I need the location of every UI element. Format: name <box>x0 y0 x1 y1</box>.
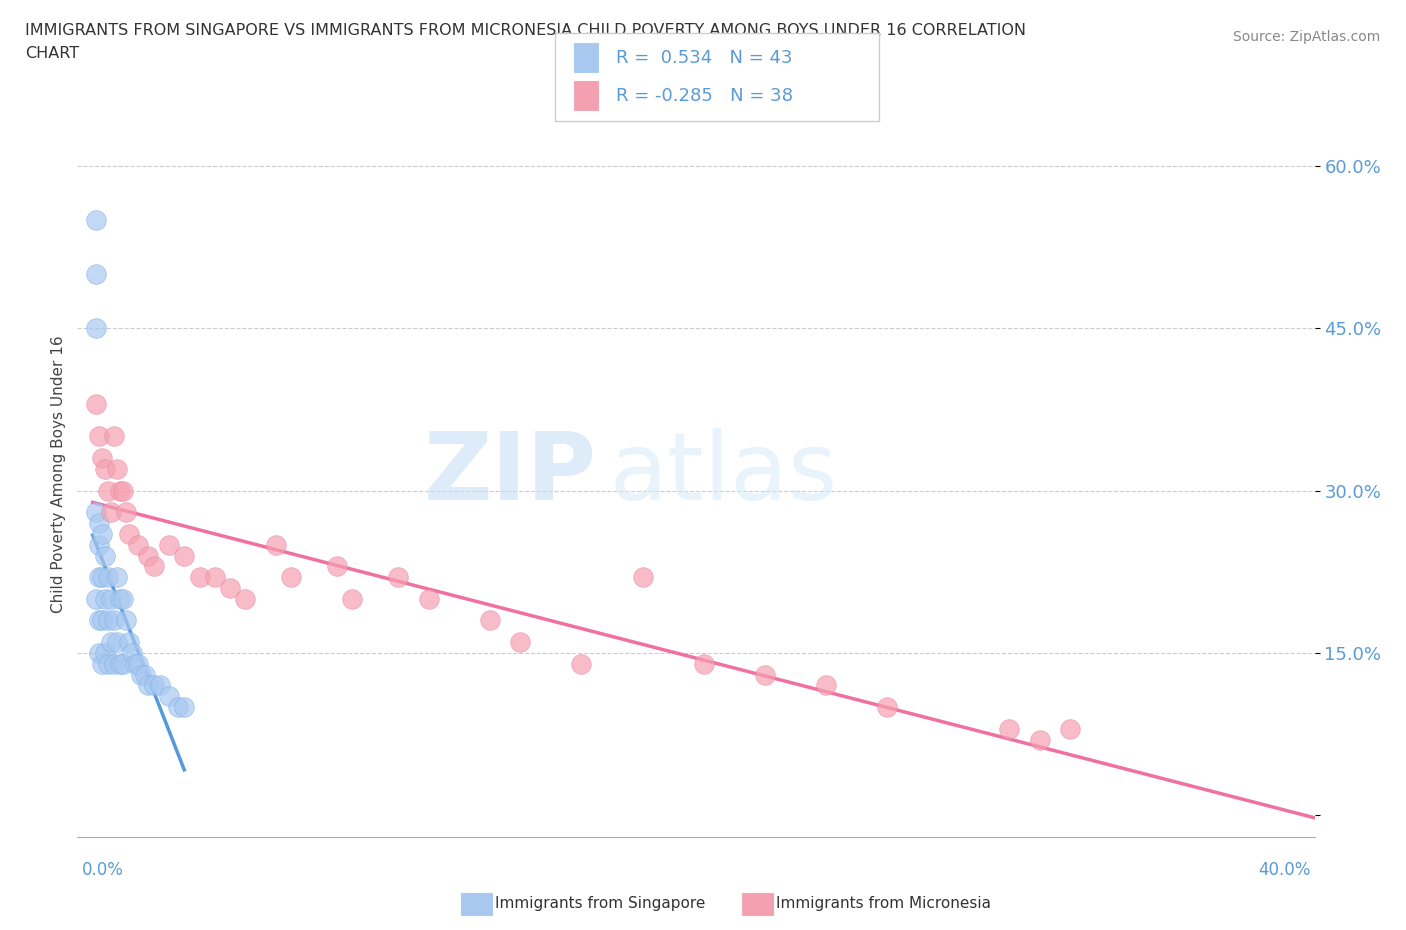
Point <box>1028 732 1050 747</box>
Point <box>100 591 122 606</box>
Point <box>90 657 112 671</box>
Point <box>136 548 159 563</box>
Point <box>103 429 125 444</box>
Point <box>342 591 364 606</box>
Point <box>571 657 593 671</box>
Point <box>418 591 440 606</box>
Point <box>94 548 117 563</box>
Y-axis label: Child Poverty Among Boys Under 16: Child Poverty Among Boys Under 16 <box>51 336 66 613</box>
Point <box>142 678 165 693</box>
Point <box>103 613 125 628</box>
Point <box>131 667 153 682</box>
Point <box>108 483 131 498</box>
Point <box>149 678 172 693</box>
Point <box>97 657 120 671</box>
Point <box>157 689 180 704</box>
Point <box>204 570 226 585</box>
Point <box>108 591 131 606</box>
Point <box>87 613 110 628</box>
Point <box>167 699 190 714</box>
Point <box>84 591 107 606</box>
Point <box>97 570 120 585</box>
Point <box>112 483 135 498</box>
Text: 40.0%: 40.0% <box>1258 860 1310 879</box>
Point <box>127 657 149 671</box>
Point <box>235 591 257 606</box>
Point <box>90 451 112 466</box>
Point <box>100 505 122 520</box>
Text: R =  0.534   N = 43: R = 0.534 N = 43 <box>616 48 793 67</box>
Point <box>478 613 501 628</box>
Point <box>115 613 138 628</box>
Point <box>136 678 159 693</box>
Point <box>814 678 837 693</box>
Point <box>112 657 135 671</box>
Point <box>142 559 165 574</box>
Text: 0.0%: 0.0% <box>82 860 124 879</box>
Point <box>157 538 180 552</box>
Point <box>219 580 242 595</box>
Point <box>115 505 138 520</box>
Point <box>509 634 531 649</box>
Point <box>84 267 107 282</box>
Text: ZIP: ZIP <box>425 429 598 520</box>
Point <box>387 570 409 585</box>
Point <box>124 657 146 671</box>
Point <box>692 657 714 671</box>
Point <box>754 667 776 682</box>
Point <box>87 645 110 660</box>
Point <box>105 570 128 585</box>
Point <box>84 396 107 411</box>
Text: atlas: atlas <box>609 429 838 520</box>
Point <box>84 505 107 520</box>
Point <box>1059 722 1081 737</box>
Point <box>876 699 898 714</box>
Point <box>118 634 141 649</box>
Point <box>97 613 120 628</box>
Point <box>87 515 110 530</box>
Point <box>90 613 112 628</box>
Text: CHART: CHART <box>25 46 79 61</box>
Point <box>134 667 156 682</box>
Point <box>103 657 125 671</box>
Text: Immigrants from Micronesia: Immigrants from Micronesia <box>776 897 991 911</box>
Text: Source: ZipAtlas.com: Source: ZipAtlas.com <box>1233 30 1381 44</box>
Point <box>94 461 117 476</box>
Point <box>84 321 107 336</box>
Point <box>326 559 349 574</box>
Point <box>188 570 211 585</box>
Point <box>121 645 143 660</box>
Point <box>280 570 302 585</box>
Point <box>108 657 131 671</box>
Point <box>87 538 110 552</box>
Text: Immigrants from Singapore: Immigrants from Singapore <box>495 897 706 911</box>
Point <box>173 548 195 563</box>
Point <box>94 645 117 660</box>
Text: IMMIGRANTS FROM SINGAPORE VS IMMIGRANTS FROM MICRONESIA CHILD POVERTY AMONG BOYS: IMMIGRANTS FROM SINGAPORE VS IMMIGRANTS … <box>25 23 1026 38</box>
Text: R = -0.285   N = 38: R = -0.285 N = 38 <box>616 86 793 105</box>
Point <box>87 429 110 444</box>
Point <box>264 538 287 552</box>
Point <box>127 538 149 552</box>
Point <box>631 570 654 585</box>
Point <box>118 526 141 541</box>
Point <box>105 461 128 476</box>
Point <box>112 591 135 606</box>
Point <box>90 526 112 541</box>
Point <box>173 699 195 714</box>
Point <box>94 591 117 606</box>
Point <box>105 634 128 649</box>
Point <box>90 570 112 585</box>
Point <box>84 212 107 227</box>
Point <box>87 570 110 585</box>
Point <box>100 634 122 649</box>
Point <box>998 722 1021 737</box>
Point <box>97 483 120 498</box>
